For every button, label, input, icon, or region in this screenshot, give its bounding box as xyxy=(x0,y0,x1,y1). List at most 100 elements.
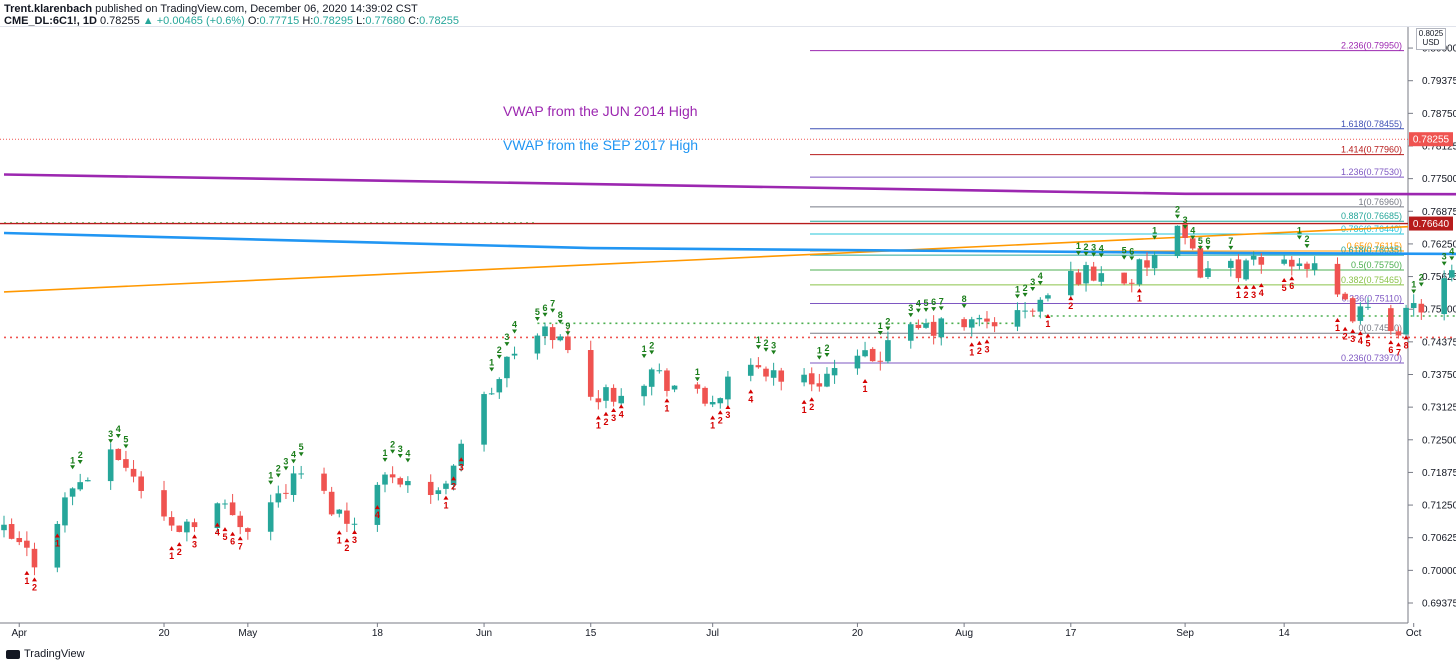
candle-body xyxy=(984,318,990,322)
candle-body xyxy=(267,502,274,532)
candle-body xyxy=(656,370,663,372)
candle-body xyxy=(664,370,670,391)
resistance-price-tag-bg xyxy=(1409,216,1453,231)
candle-body xyxy=(1029,310,1036,312)
td-buy-count: 1 xyxy=(382,448,387,458)
candle-body xyxy=(191,522,198,528)
td-buy-count: 6 xyxy=(543,303,548,313)
td-sell-count: 7 xyxy=(238,541,243,551)
td-buy-count: 2 xyxy=(1305,234,1310,244)
td-buy-count: 3 xyxy=(108,429,113,439)
x-tick-label: Aug xyxy=(955,628,973,639)
y-tick-label: 0.76875 xyxy=(1422,207,1456,218)
candle-body xyxy=(1197,248,1204,278)
candle-body xyxy=(671,385,678,390)
td-buy-count: 2 xyxy=(390,440,395,450)
td-buy-triangle xyxy=(504,342,510,347)
td-sell-triangle xyxy=(176,542,182,547)
td-buy-count: 7 xyxy=(1228,236,1233,246)
td-sell-count: 2 xyxy=(809,402,814,412)
currency-box[interactable]: 0.8025 USD xyxy=(1416,28,1446,50)
candle-body xyxy=(382,474,388,485)
symbol-label[interactable]: CME_DL:6C1!, 1D xyxy=(4,15,97,27)
candle-body xyxy=(595,398,602,403)
td-sell-count: 3 xyxy=(192,539,197,549)
candle-body xyxy=(549,327,556,341)
candle-body xyxy=(702,387,708,404)
candle-body xyxy=(62,497,68,526)
td-buy-count: 3 xyxy=(283,456,288,466)
y-tick-label: 0.78125 xyxy=(1422,141,1456,152)
td-sell-triangle xyxy=(809,397,815,402)
fib-level-label: 0.887(0.76685) xyxy=(1341,211,1402,221)
td-buy-count: 2 xyxy=(1084,242,1089,252)
candle-body xyxy=(1441,278,1447,315)
candle-body xyxy=(245,528,251,532)
td-buy-triangle xyxy=(649,350,655,355)
td-sell-triangle xyxy=(458,457,464,462)
td-sell-count: 3 xyxy=(611,413,616,423)
td-buy-count: 1 xyxy=(817,346,822,356)
candle-body xyxy=(328,491,335,515)
td-sell-triangle xyxy=(214,522,220,527)
td-buy-triangle xyxy=(1441,261,1447,266)
td-sell-count: 5 xyxy=(1282,283,1287,293)
candle-body xyxy=(511,353,518,356)
candle-body xyxy=(351,523,358,525)
candle-body xyxy=(991,322,998,327)
candle-body xyxy=(1250,255,1257,260)
candle-body xyxy=(1128,282,1135,284)
candle-body xyxy=(1349,298,1356,322)
candle-body xyxy=(290,473,297,495)
td-buy-count: 5 xyxy=(123,434,128,444)
td-sell-count: 1 xyxy=(337,535,342,545)
td-buy-count: 5 xyxy=(299,442,304,452)
candle-body xyxy=(1228,260,1234,268)
td-buy-triangle xyxy=(1304,244,1310,249)
td-sell-triangle xyxy=(976,340,982,345)
td-buy-triangle xyxy=(1075,251,1081,256)
candle-body xyxy=(504,356,510,379)
td-sell-count: 1 xyxy=(863,384,868,394)
td-buy-count: 8 xyxy=(962,294,967,304)
candle-body xyxy=(1151,255,1158,269)
td-buy-triangle xyxy=(877,330,883,335)
candle-body xyxy=(77,482,83,490)
y-tick-label: 0.72500 xyxy=(1422,435,1456,446)
td-buy-count: 6 xyxy=(1129,246,1134,256)
candle-body xyxy=(1388,308,1394,332)
fib-level-label: 0.236(0.73970) xyxy=(1341,353,1402,363)
td-buy-triangle xyxy=(115,433,121,438)
candle-body xyxy=(16,537,23,543)
td-buy-count: 2 xyxy=(649,340,654,350)
td-sell-count: 2 xyxy=(1343,332,1348,342)
td-sell-triangle xyxy=(352,529,358,534)
candle-body xyxy=(1395,331,1402,336)
candle-body xyxy=(1418,303,1425,313)
td-sell-count: 1 xyxy=(969,347,974,357)
candle-body xyxy=(610,387,617,402)
td-sell-triangle xyxy=(1350,328,1356,333)
td-sell-count: 1 xyxy=(710,421,715,431)
td-buy-count: 4 xyxy=(116,424,121,434)
tradingview-logo[interactable]: TradingView xyxy=(6,648,85,660)
td-sell-triangle xyxy=(1388,340,1394,345)
td-buy-triangle xyxy=(771,350,777,355)
candle-body xyxy=(214,503,221,529)
published-text: published on TradingView.com, December 0… xyxy=(95,3,418,15)
x-tick-label: 20 xyxy=(852,628,864,639)
td-sell-count: 4 xyxy=(375,510,380,520)
td-sell-count: 1 xyxy=(802,405,807,415)
y-tick-label: 0.79375 xyxy=(1422,76,1456,87)
td-sell-count: 1 xyxy=(55,539,60,549)
publisher-name: Trent.klarenbach xyxy=(4,3,93,15)
candle-body xyxy=(69,488,76,497)
candle-body xyxy=(1205,268,1211,277)
td-sell-triangle xyxy=(595,415,601,420)
td-buy-count: 2 xyxy=(497,345,502,355)
td-sell-triangle xyxy=(237,536,243,541)
candle-body xyxy=(1014,310,1021,327)
td-buy-count: 1 xyxy=(70,455,75,465)
td-sell-count: 1 xyxy=(24,576,29,586)
